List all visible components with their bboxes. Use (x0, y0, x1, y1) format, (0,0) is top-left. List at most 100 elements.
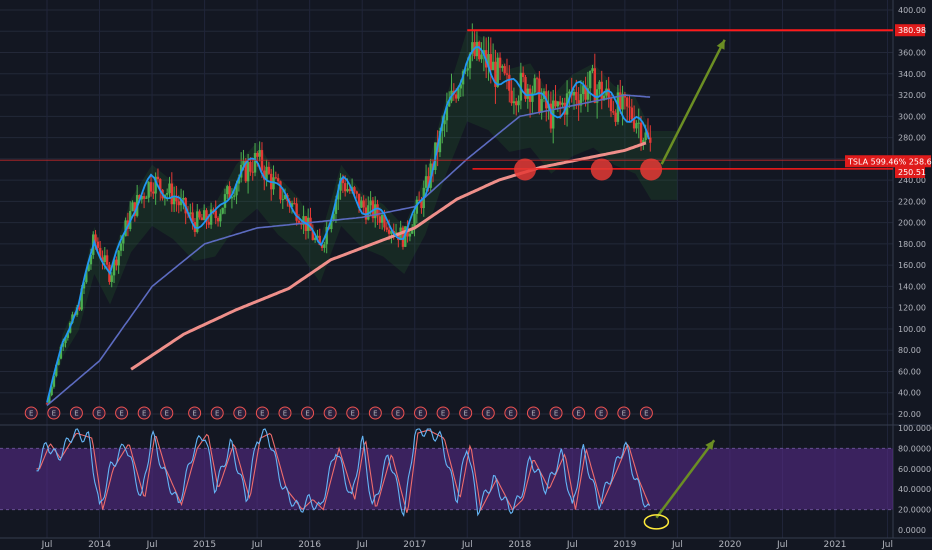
candle-body (290, 203, 294, 207)
earnings-marker: E (504, 406, 518, 420)
candle-body (390, 230, 393, 234)
candle-body (649, 137, 652, 143)
candle-body (411, 229, 414, 234)
earnings-marker: E (188, 406, 202, 420)
candle-body (540, 99, 543, 113)
earnings-marker-circle (278, 406, 292, 420)
candle-body (117, 250, 120, 266)
candle-body (302, 216, 305, 225)
earnings-marker-label: E (509, 410, 513, 418)
candle-body (235, 183, 238, 196)
candle-body (367, 205, 370, 220)
candle-body (346, 189, 349, 192)
candle-body (637, 122, 640, 124)
x-tick-label: 2015 (193, 540, 216, 550)
resistance-tag: 380.98 (895, 24, 926, 37)
x-tick-label: Jul (251, 540, 263, 550)
candle-body (311, 230, 315, 240)
candle-body (115, 259, 118, 266)
earnings-marker-circle (391, 406, 405, 420)
earnings-marker: E (436, 406, 450, 420)
earnings-marker-circle (414, 406, 428, 420)
candle-body (94, 234, 97, 242)
candle-body (357, 193, 361, 208)
candle-body (147, 182, 150, 198)
candle-body (501, 66, 504, 68)
earnings-marker-circle (47, 406, 61, 420)
candle-body (154, 176, 157, 194)
y-tick-label: 340.00 (898, 70, 926, 79)
candle-body (159, 179, 162, 190)
support-tag-text: 250.51 (898, 168, 926, 177)
y-tick-label: 20.00 (898, 410, 921, 419)
candle-body (475, 41, 479, 57)
earnings-marker-label: E (486, 410, 490, 418)
candle-body (145, 197, 148, 199)
projection-arrow (660, 39, 726, 165)
earnings-marker-circle (639, 406, 653, 420)
candle-body (267, 166, 271, 174)
candle-body (503, 66, 506, 74)
candle-body (71, 314, 74, 323)
candle-body (323, 244, 326, 248)
earnings-marker: E (572, 406, 586, 420)
earnings-marker-circle (255, 406, 269, 420)
candle-body (561, 102, 564, 105)
x-tick-label: 2014 (88, 540, 111, 550)
candle-body (212, 209, 215, 211)
candle-body (265, 166, 268, 180)
candle-body (341, 177, 345, 184)
candle-body (369, 200, 372, 206)
earnings-marker-label: E (142, 410, 146, 418)
candle-body (142, 196, 146, 199)
candle-body (64, 337, 67, 344)
support-tag-box (895, 165, 925, 178)
candle-body (639, 122, 643, 143)
candle-body (177, 201, 180, 206)
earnings-marker-circle (69, 406, 83, 420)
support-touch-marker (514, 158, 537, 181)
candle-body (478, 41, 481, 60)
candle-body (394, 232, 398, 234)
candle-body (593, 68, 597, 103)
y-tick-label: 280.00 (898, 134, 926, 143)
earnings-marker: E (115, 406, 129, 420)
earnings-marker-circle (115, 406, 129, 420)
candle-body (279, 181, 282, 200)
earnings-marker-label: E (644, 410, 648, 418)
x-tick-label: Jul (881, 540, 893, 550)
candle-body (385, 227, 388, 230)
x-tick-label: 2016 (298, 540, 321, 550)
candle-body (165, 193, 169, 195)
candle-body (119, 243, 123, 251)
y-tick-label: 200.00 (898, 219, 926, 228)
earnings-marker: E (368, 406, 382, 420)
y-tick-label: 240.00 (898, 176, 926, 185)
candle-body (105, 255, 109, 265)
candle-body (586, 88, 590, 100)
earnings-marker-circle (481, 406, 495, 420)
candle-body (512, 101, 516, 104)
candle-body (524, 77, 527, 99)
earnings-marker-label: E (396, 410, 400, 418)
y-tick-label: 100.00 (898, 325, 926, 334)
candle-body (82, 282, 86, 289)
candle-body (57, 358, 60, 365)
candle-body (179, 199, 183, 206)
earnings-marker-label: E (554, 410, 558, 418)
x-tick-label: Jul (776, 540, 788, 550)
earnings-marker-circle (572, 406, 586, 420)
earnings-marker-circle (188, 406, 202, 420)
y-tick-label: 400.00 (898, 6, 926, 15)
candle-body (459, 84, 462, 89)
earnings-marker: E (414, 406, 428, 420)
earnings-marker-label: E (74, 410, 78, 418)
candle-body (491, 61, 495, 71)
candle-body (140, 196, 143, 200)
candle-body (348, 189, 352, 192)
osc-tick-label: 20.0000 (898, 506, 931, 515)
candle-body (101, 257, 104, 263)
candle-body (533, 78, 536, 93)
candle-body (337, 190, 340, 200)
candle-body (607, 88, 610, 99)
